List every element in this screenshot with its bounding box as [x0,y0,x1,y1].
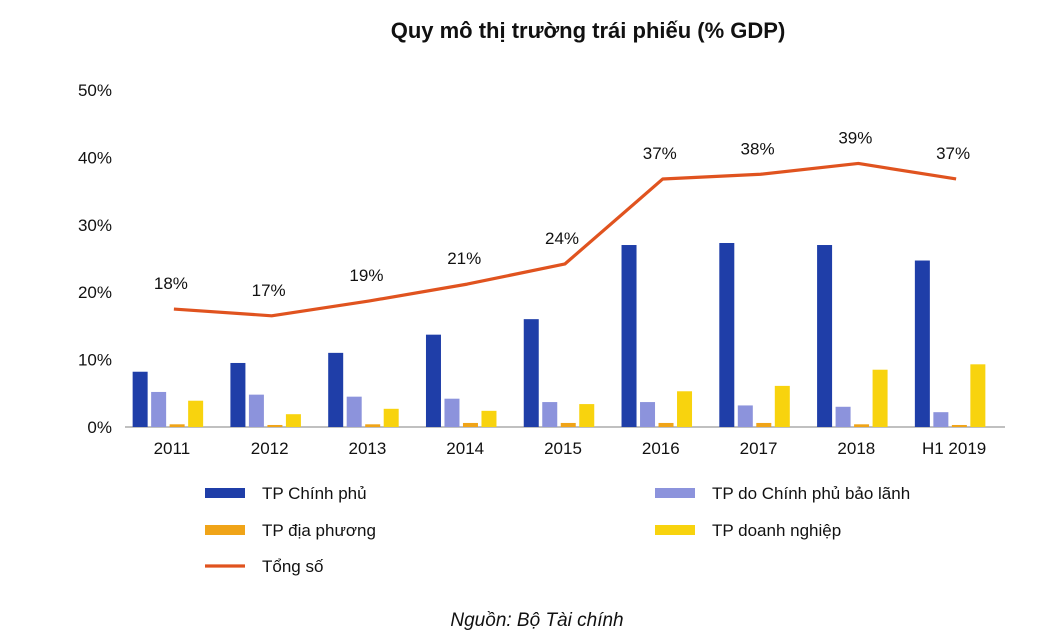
x-tick-label: 2015 [544,439,582,458]
total-data-label: 18% [154,274,188,293]
bar-tp-do-ch-nh-ph-b-o-l-nh-h1-2019 [933,412,949,427]
x-tick-label: 2014 [446,439,484,458]
legend-label-t-ng-s: Tổng số [262,557,324,576]
x-tick-label: 2013 [349,439,387,458]
y-tick-label: 30% [78,216,112,235]
x-tick-label: 2016 [642,439,680,458]
total-data-label: 21% [447,249,481,268]
legend-swatch-tp-do-ch-nh-ph-b-o-l-nh [655,488,695,498]
bar-tp-do-ch-nh-ph-b-o-l-nh-2016 [640,402,656,427]
bar-tp-do-ch-nh-ph-b-o-l-nh-2015 [542,402,558,427]
bar-tp-a-ph-ng-2012 [267,424,283,427]
bar-tp-ch-nh-ph-2014 [425,334,441,427]
total-data-label: 19% [349,266,383,285]
bar-tp-do-ch-nh-ph-b-o-l-nh-2013 [346,396,362,427]
bar-tp-do-ch-nh-ph-b-o-l-nh-2012 [248,394,264,427]
bar-tp-ch-nh-ph-2013 [328,352,344,427]
bar-tp-a-ph-ng-2016 [658,422,674,427]
total-data-label: 24% [545,229,579,248]
bar-tp-doanh-nghi-p-2017 [774,385,790,427]
y-tick-label: 0% [87,418,112,437]
bar-tp-doanh-nghi-p-2013 [383,408,399,427]
x-tick-label: 2012 [251,439,289,458]
x-tick-label: 2011 [154,439,191,458]
y-tick-label: 10% [78,351,112,370]
legend-swatch-tp-doanh-nghi-p [655,525,695,535]
total-line [173,161,957,318]
bar-tp-ch-nh-ph-2017 [719,242,735,427]
legend-label-tp-a-ph-ng: TP địa phương [262,521,376,540]
bar-tp-doanh-nghi-p-2018 [872,369,888,427]
bar-tp-a-ph-ng-h1-2019 [951,424,967,427]
legend-label-tp-doanh-nghi-p: TP doanh nghiệp [712,521,841,540]
x-tick-label: 2018 [837,439,875,458]
legend: TP Chính phủ TP do Chính phủ bảo lãnh TP đ… [205,484,910,576]
total-data-label: 38% [741,139,775,158]
legend-label-tp-do-ch-nh-ph-b-o-l-nh: TP do Chính phủ bảo lãnh [712,484,910,503]
y-axis: 0% 10% 20% 30% 40% 50% [78,81,112,437]
bar-tp-a-ph-ng-2018 [854,424,870,427]
total-line-series: 18% 17% 19% 21% 24% 37% 38% 39% 37% [154,128,970,318]
bar-tp-do-ch-nh-ph-b-o-l-nh-2017 [737,405,753,427]
bar-tp-doanh-nghi-p-2012 [285,414,301,427]
y-tick-label: 20% [78,283,112,302]
legend-swatch-tp-a-ph-ng [205,525,245,535]
bar-tp-do-ch-nh-ph-b-o-l-nh-2014 [444,398,460,427]
total-data-label: 39% [838,128,872,147]
bar-tp-a-ph-ng-2015 [560,422,576,427]
y-tick-label: 40% [78,148,112,167]
bar-tp-do-ch-nh-ph-b-o-l-nh-2018 [835,406,851,427]
bar-tp-ch-nh-ph-2015 [523,319,539,427]
bar-tp-a-ph-ng-2013 [365,424,381,427]
bar-tp-doanh-nghi-p-h1-2019 [970,364,986,427]
chart-title: Quy mô thị trường trái phiếu (% GDP) [391,18,786,43]
bar-tp-a-ph-ng-2014 [462,422,478,427]
bar-tp-do-ch-nh-ph-b-o-l-nh-2011 [151,391,167,427]
bar-series [132,242,986,427]
bar-tp-doanh-nghi-p-2011 [188,400,204,427]
total-data-label: 17% [252,281,286,300]
bar-tp-ch-nh-ph-2011 [132,371,148,427]
x-tick-label: 2017 [740,439,778,458]
legend-swatch-tp-ch-nh-ph [205,488,245,498]
bar-tp-a-ph-ng-2011 [169,424,185,427]
total-data-label: 37% [936,144,970,163]
x-tick-label: H1 2019 [922,439,986,458]
legend-label-tp-ch-nh-ph: TP Chính phủ [262,484,367,503]
total-data-label: 37% [643,144,677,163]
bar-tp-ch-nh-ph-h1-2019 [914,260,930,427]
bar-tp-a-ph-ng-2017 [756,422,772,427]
bar-tp-ch-nh-ph-2012 [230,362,246,427]
bar-tp-ch-nh-ph-2018 [817,245,833,427]
bar-tp-ch-nh-ph-2016 [621,245,637,427]
x-axis: 2011 2012 2013 2014 2015 2016 2017 2018 H1 2019 [125,426,1005,458]
bar-tp-doanh-nghi-p-2015 [579,404,595,427]
bar-tp-doanh-nghi-p-2014 [481,410,497,427]
y-tick-label: 50% [78,81,112,100]
bar-tp-doanh-nghi-p-2016 [677,391,693,427]
source-note: Nguồn: Bộ Tài chính [450,610,623,630]
